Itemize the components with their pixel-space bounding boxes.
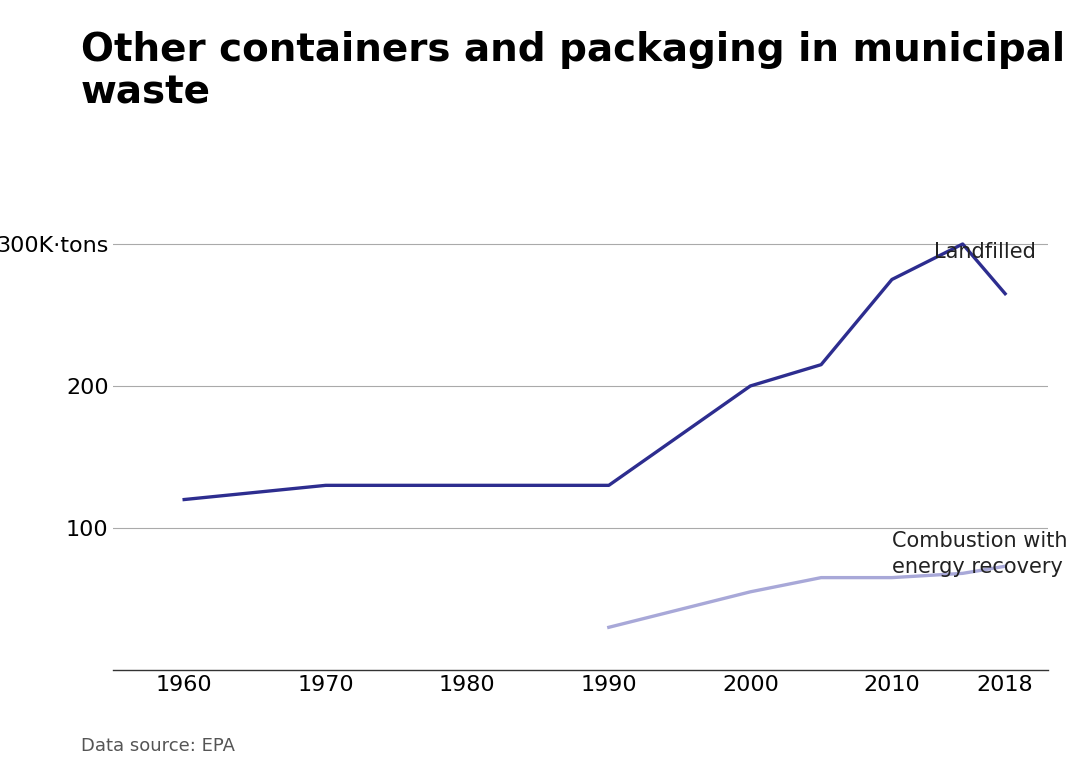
Text: Landfilled: Landfilled xyxy=(934,243,1036,263)
Text: Other containers and packaging in municipal solid
waste: Other containers and packaging in munici… xyxy=(81,31,1080,112)
Text: Data source: EPA: Data source: EPA xyxy=(81,737,235,755)
Text: Combustion with
energy recovery: Combustion with energy recovery xyxy=(892,531,1067,578)
